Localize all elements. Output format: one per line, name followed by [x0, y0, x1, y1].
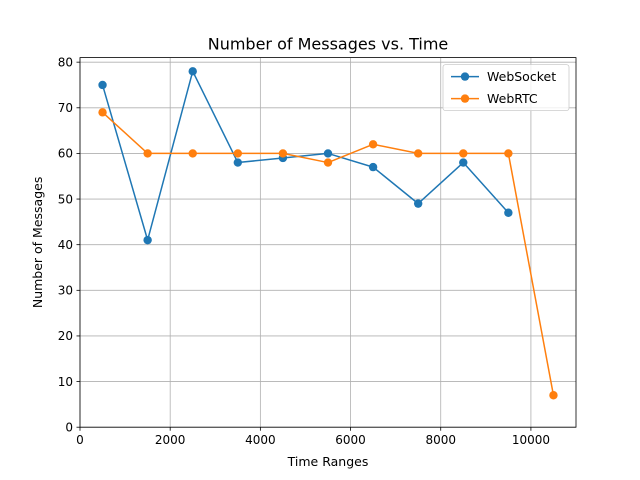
legend-websocket-label: WebSocket — [487, 69, 556, 84]
legend-webrtc-marker — [460, 94, 470, 103]
webrtc-point — [459, 149, 468, 158]
webrtc-point — [278, 149, 288, 158]
websocket-point — [459, 158, 468, 167]
plot-frame — [79, 57, 577, 428]
websocket-point — [143, 235, 152, 245]
webrtc-point — [504, 149, 513, 158]
y-tick-label: 40 — [58, 238, 73, 252]
y-tick-label: 0 — [65, 421, 73, 435]
y-tick-label: 20 — [58, 329, 73, 343]
websocket-point — [233, 158, 243, 167]
websocket-line — [101, 70, 509, 241]
y-axis-label: Number of Messages — [30, 177, 45, 309]
x-tick-label: 0 — [76, 433, 84, 447]
x-tick-label: 10000 — [512, 433, 550, 447]
websocket-point — [413, 199, 423, 208]
series-layer — [98, 67, 558, 400]
webrtc-point — [98, 108, 107, 117]
axis-ticks: 0 2000 4000 6000 8000 10000 0 10 20 30 40 50 60 70 80 — [58, 55, 550, 447]
webrtc-point — [233, 149, 243, 158]
webrtc-point — [323, 158, 333, 167]
grid — [79, 57, 576, 428]
webrtc-point — [368, 140, 378, 149]
websocket-point — [188, 67, 197, 76]
legend-webrtc-label: WebRTC — [487, 91, 538, 106]
y-tick-label: 30 — [58, 284, 73, 298]
y-tick-label: 60 — [58, 147, 73, 161]
webrtc-point — [549, 391, 558, 400]
x-tick-label: 8000 — [425, 433, 456, 447]
websocket-point — [368, 162, 378, 172]
y-tick-label: 80 — [58, 55, 73, 69]
websocket-point — [323, 149, 333, 158]
x-tick-label: 6000 — [335, 433, 366, 447]
y-tick-label: 50 — [58, 192, 73, 206]
webrtc-point — [143, 149, 152, 158]
x-tick-label: 4000 — [245, 433, 276, 447]
x-tick-label: 2000 — [155, 433, 186, 447]
webrtc-point — [188, 149, 197, 158]
websocket-point — [504, 208, 513, 217]
webrtc-point — [413, 149, 423, 158]
y-tick-label: 10 — [58, 375, 73, 389]
chart-title: Number of Messages vs. Time — [208, 35, 449, 54]
x-axis-label: Time Ranges — [287, 454, 369, 469]
websocket-point — [98, 80, 107, 90]
legend-websocket-marker — [460, 72, 470, 81]
y-tick-label: 70 — [58, 101, 73, 115]
legend: WebSocket WebRTC — [442, 64, 570, 111]
